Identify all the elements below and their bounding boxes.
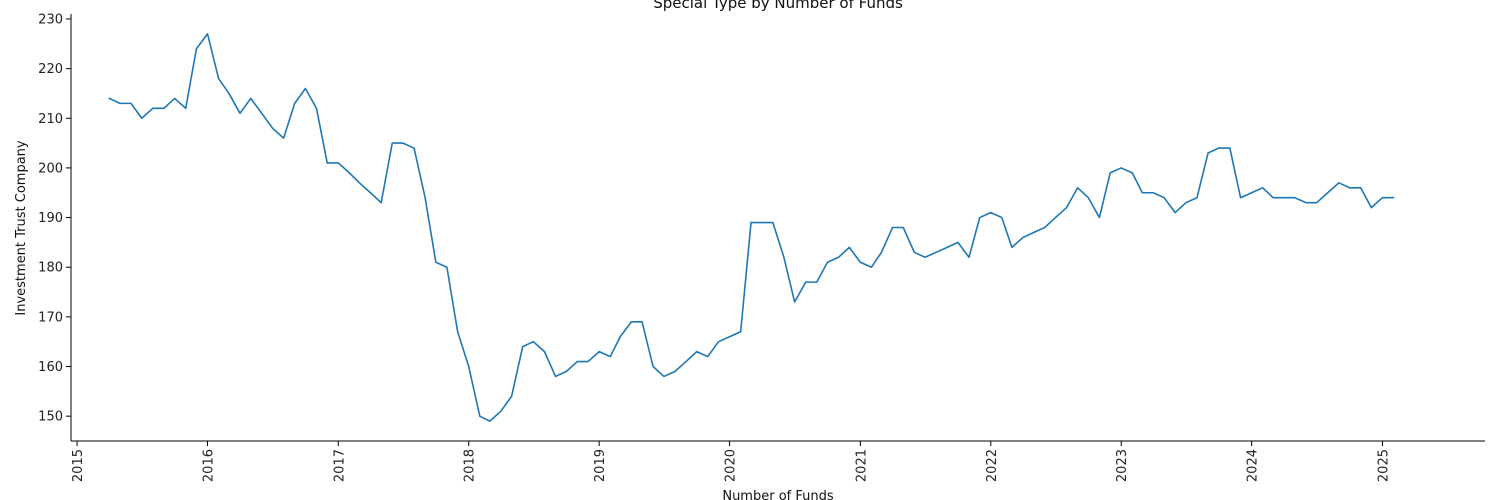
plot-area: 150 160 170 180 190 200 210 220 230 2015 2016 2017… xyxy=(38,12,1485,482)
y-tick-label: 200 xyxy=(38,161,63,176)
x-axis-title: Number of Funds xyxy=(722,489,834,500)
x-tick-label: 2017 xyxy=(332,449,347,482)
x-tick-label: 2020 xyxy=(724,449,739,482)
x-tick-label: 2021 xyxy=(854,449,869,482)
chart-title: Special Type by Number of Funds xyxy=(653,0,903,12)
x-tick-label: 2023 xyxy=(1115,449,1130,482)
y-axis-ticks: 150 160 170 180 190 200 210 220 230 xyxy=(38,12,71,425)
x-tick-label: 2022 xyxy=(985,449,1000,482)
x-tick-label: 2016 xyxy=(202,449,217,482)
y-tick-label: 230 xyxy=(38,12,63,27)
x-tick-label: 2015 xyxy=(71,449,86,482)
x-tick-label: 2025 xyxy=(1376,449,1391,482)
x-axis-ticks: 2015 2016 2017 2018 2019 2020 2021 2022 2023 2024… xyxy=(71,441,1391,482)
x-tick-label: 2019 xyxy=(593,449,608,482)
x-tick-label: 2018 xyxy=(463,449,478,482)
y-tick-label: 170 xyxy=(38,310,63,325)
y-tick-label: 160 xyxy=(38,360,63,375)
y-tick-label: 220 xyxy=(38,62,63,77)
y-tick-label: 210 xyxy=(38,112,63,127)
series-line xyxy=(108,33,1395,422)
y-axis-title: Investment Trust Company xyxy=(14,140,29,316)
x-tick-label: 2024 xyxy=(1246,449,1261,482)
y-tick-label: 150 xyxy=(38,410,63,425)
y-tick-label: 190 xyxy=(38,211,63,226)
y-tick-label: 180 xyxy=(38,261,63,276)
